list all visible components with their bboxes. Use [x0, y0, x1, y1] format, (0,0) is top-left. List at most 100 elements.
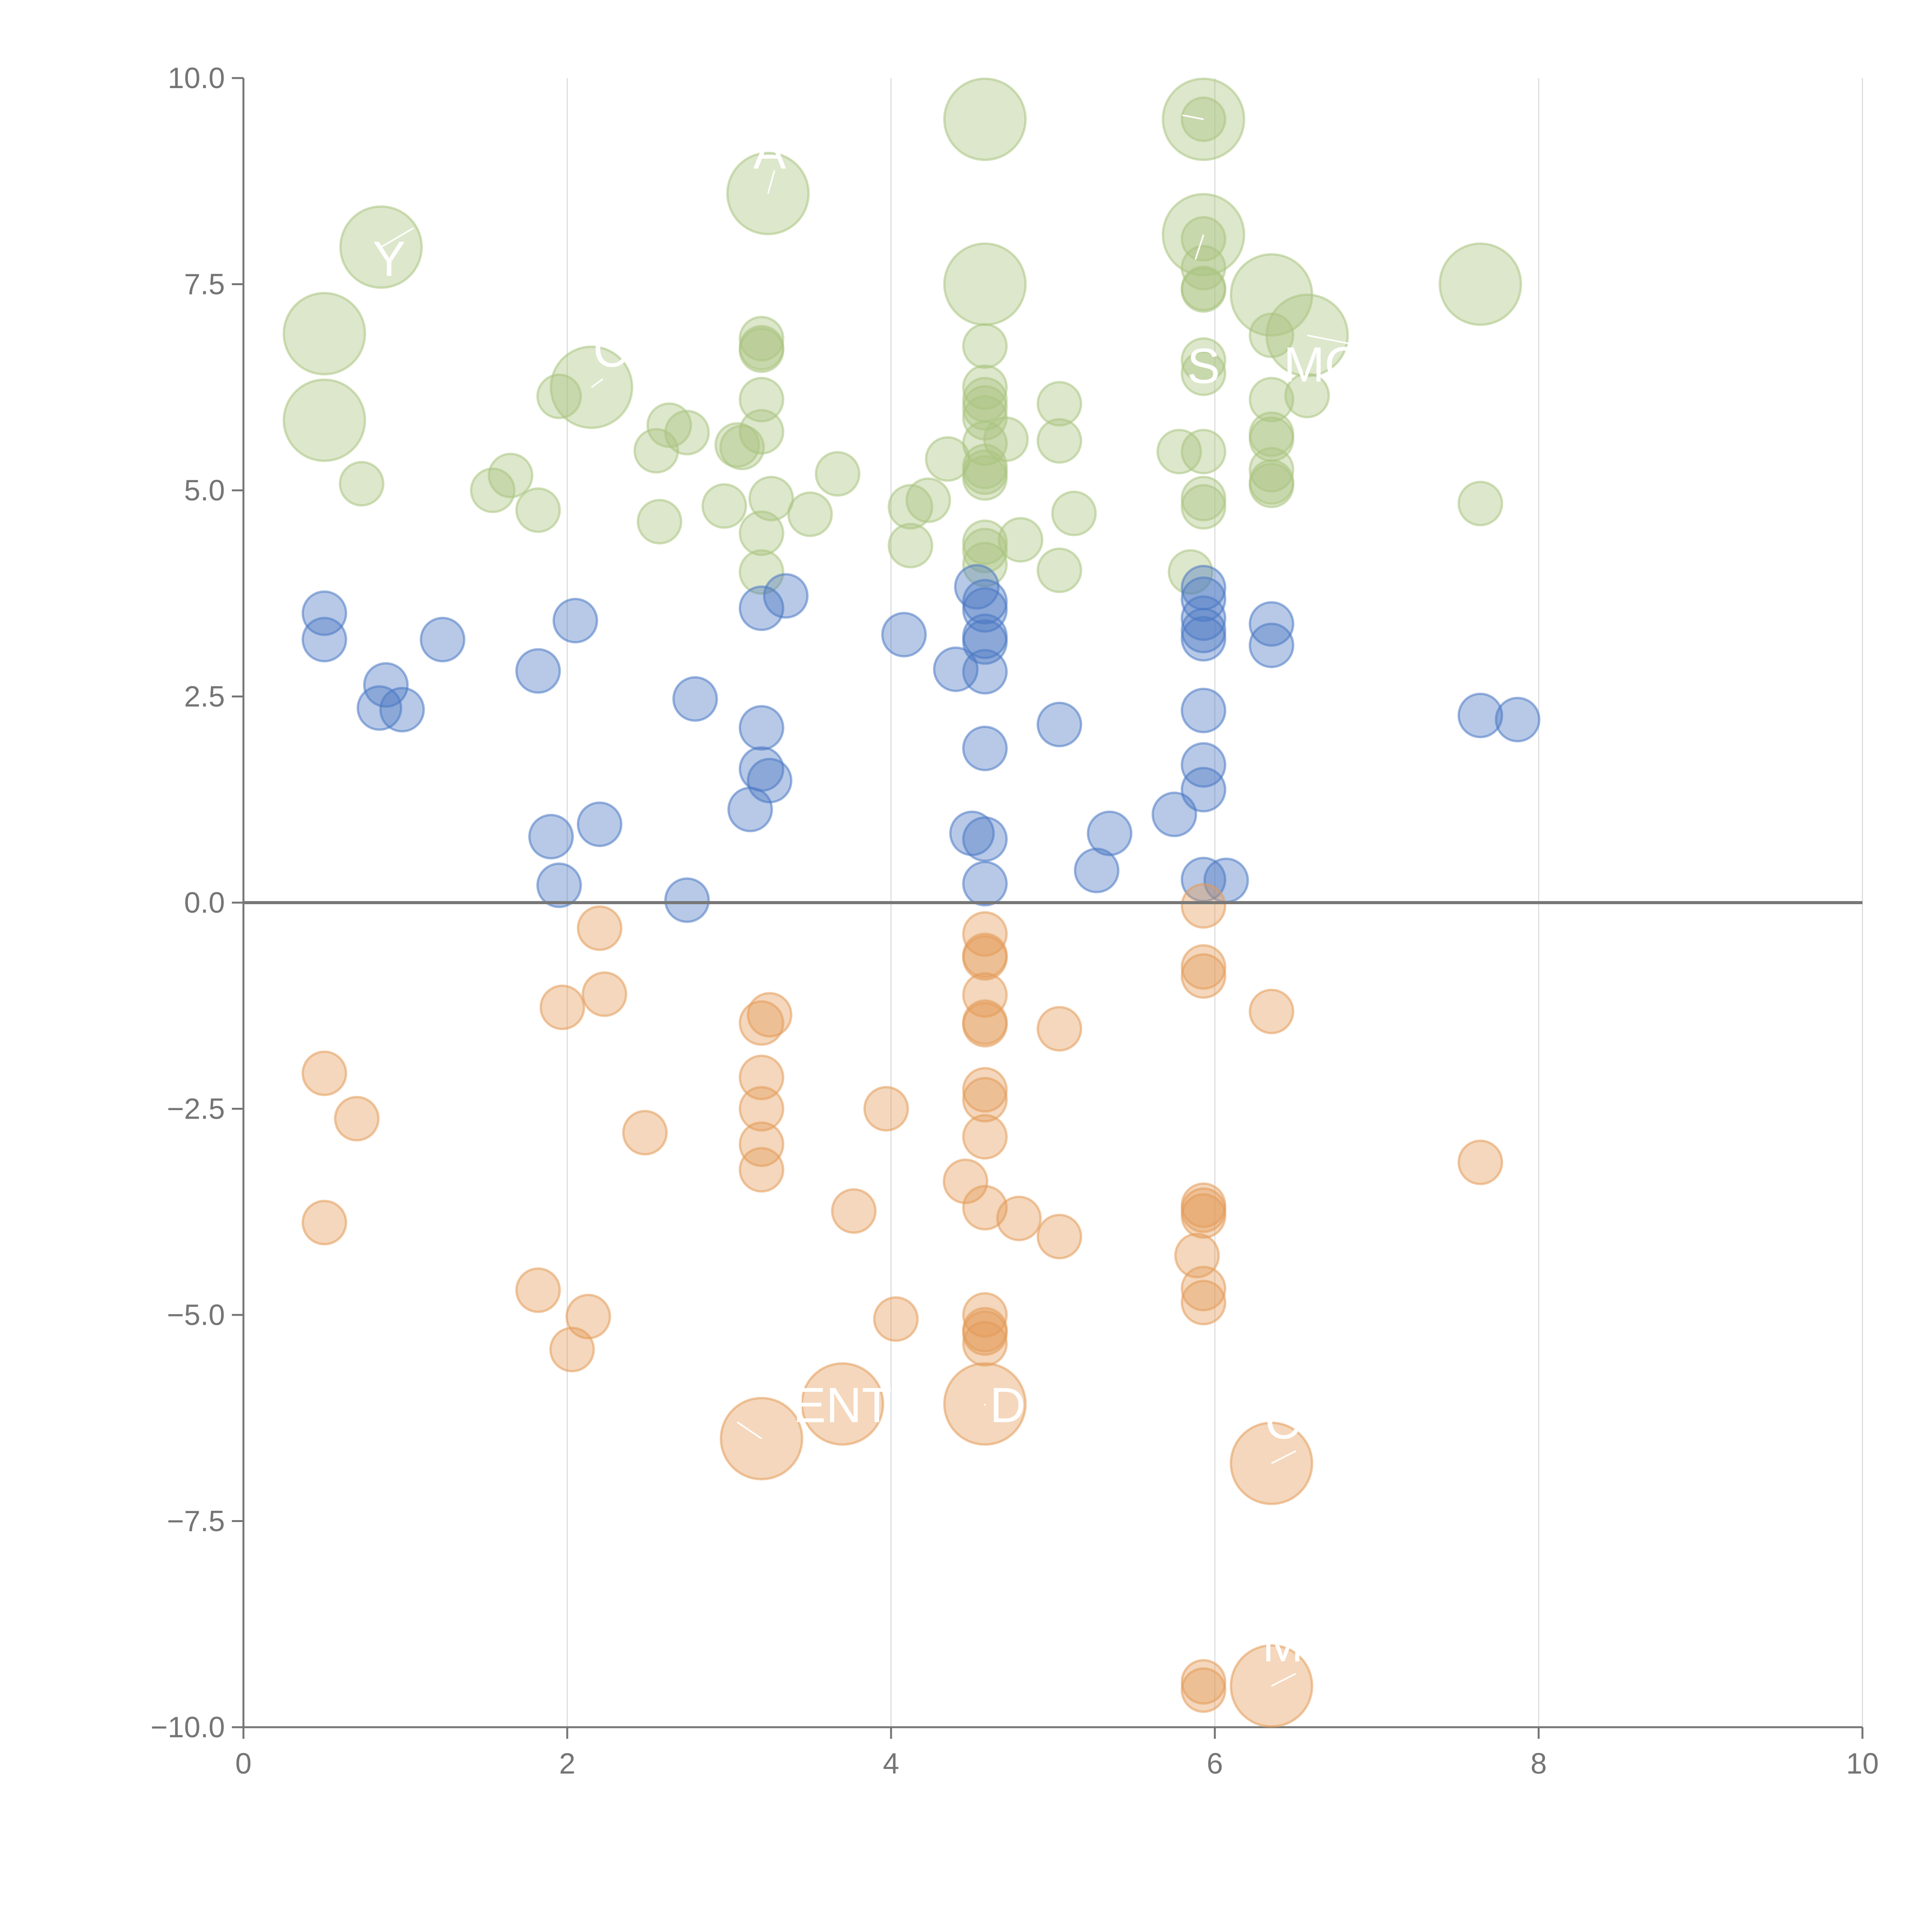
data-point [1180, 1193, 1226, 1239]
data-point [301, 617, 347, 663]
data-point [488, 452, 534, 498]
data-point [664, 410, 710, 456]
data-point [539, 985, 585, 1031]
y-tick-label: −5.0 [167, 1299, 225, 1332]
data-point [1180, 576, 1226, 622]
data-point [1180, 484, 1226, 530]
x-tick-label: 2 [559, 1747, 575, 1780]
data-point [983, 416, 1029, 462]
data-point [1180, 742, 1226, 788]
callout-leader [1271, 1450, 1296, 1464]
data-point [1087, 810, 1133, 856]
data-point [888, 522, 934, 568]
x-tick-label: 8 [1531, 1747, 1547, 1780]
data-point [962, 455, 1008, 501]
data-point [962, 1077, 1008, 1123]
data-point [962, 649, 1008, 695]
x-tick-label: 10 [1846, 1747, 1879, 1780]
data-point [470, 468, 516, 513]
data-point [301, 590, 347, 636]
callout-label: C [1265, 1394, 1301, 1449]
data-point [536, 373, 582, 419]
callout-label: O [1398, 75, 1437, 130]
data-point [1439, 242, 1522, 326]
data-point [701, 483, 747, 529]
data-point [996, 1196, 1042, 1242]
data-point [943, 242, 1027, 326]
x-tick-label: 4 [883, 1747, 899, 1780]
data-point [738, 510, 784, 556]
y-tick-label: 5.0 [184, 474, 225, 507]
data-point [1248, 377, 1294, 423]
callout-label: D [990, 1378, 1025, 1433]
data-point [363, 662, 409, 708]
data-point [962, 1114, 1008, 1160]
data-point [1458, 692, 1503, 738]
data-point [942, 1158, 988, 1204]
data-point [577, 905, 622, 951]
data-point [738, 1086, 784, 1132]
data-point [738, 1121, 784, 1167]
data-point [1036, 381, 1082, 427]
data-point [738, 327, 784, 373]
y-tick-label: 7.5 [184, 268, 225, 301]
data-point [282, 292, 366, 376]
data-point [962, 1321, 1008, 1367]
callout-leader [767, 170, 776, 194]
data-point [962, 1002, 1008, 1048]
data-point [338, 461, 384, 507]
data-point [1036, 1214, 1082, 1260]
data-point [962, 527, 1008, 573]
data-point [801, 1362, 884, 1446]
data-point [672, 676, 718, 722]
data-point [552, 598, 598, 644]
data-point [738, 1000, 784, 1046]
data-point [1180, 1667, 1226, 1713]
data-point [1180, 337, 1226, 383]
data-point [1036, 1006, 1082, 1052]
data-point [949, 810, 995, 856]
data-point [962, 1310, 1008, 1356]
data-point [1495, 697, 1541, 743]
data-point [738, 585, 784, 631]
data-point [1036, 547, 1082, 593]
data-point [515, 487, 561, 533]
data-point [282, 378, 366, 462]
data-point [738, 1054, 784, 1100]
data-point [1168, 549, 1214, 595]
data-point [1248, 447, 1294, 493]
y-tick-label: −7.5 [167, 1505, 225, 1538]
x-tick-label: 0 [235, 1747, 252, 1780]
y-tick-label: 2.5 [184, 680, 225, 713]
data-point [881, 612, 927, 658]
data-point [962, 323, 1008, 369]
data-point [815, 451, 861, 497]
data-point [873, 1296, 919, 1342]
data-point [787, 491, 833, 537]
data-point [664, 877, 710, 923]
callout-leader [1194, 234, 1204, 260]
callout-leader [591, 378, 604, 388]
data-point [1458, 1139, 1503, 1185]
data-point [962, 587, 1008, 633]
data-point [636, 499, 682, 545]
data-point [1180, 953, 1226, 999]
callout-label: M [1262, 1617, 1304, 1672]
data-point [1051, 490, 1097, 536]
data-point [747, 992, 793, 1038]
data-point [1180, 1279, 1226, 1325]
data-point [962, 385, 1008, 431]
data-point [1180, 616, 1226, 662]
data-point [1180, 1265, 1226, 1311]
data-point [738, 377, 784, 423]
data-point [888, 484, 934, 530]
data-point [1180, 350, 1226, 396]
data-point [1458, 481, 1503, 527]
data-point [763, 573, 809, 619]
data-point [943, 77, 1027, 161]
data-point [334, 1096, 380, 1142]
y-tick-label: 10.0 [168, 62, 225, 95]
data-point [1151, 791, 1197, 837]
